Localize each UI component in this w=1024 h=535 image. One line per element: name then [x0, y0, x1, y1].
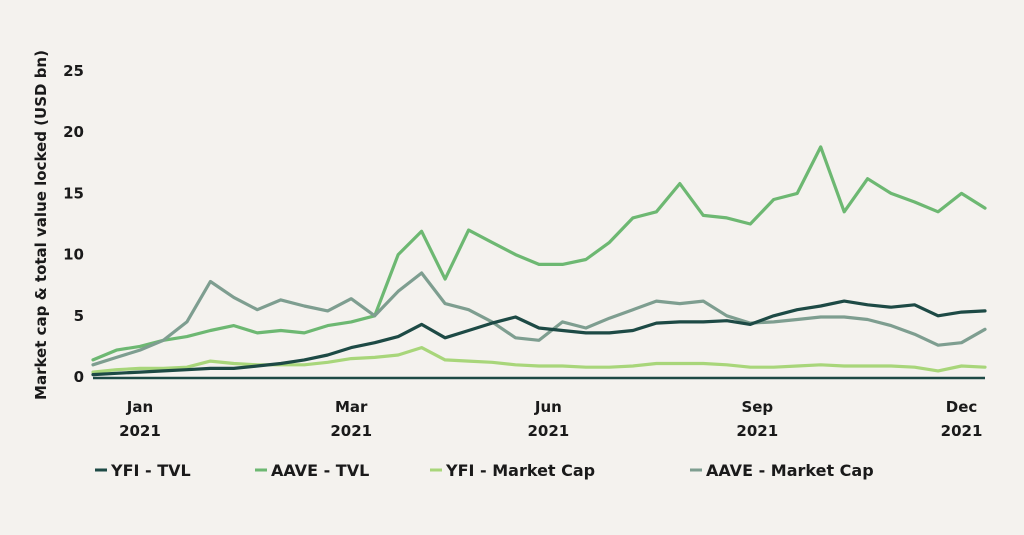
- legend-label: YFI - Market Cap: [445, 461, 595, 480]
- x-ticks: Jan 2021 Mar 2021 Jun 2021 Sep 2021 Dec 2021: [119, 398, 982, 440]
- y-ticks: 0 5 10 15 20 25: [63, 62, 84, 386]
- x-tick-label-month: Jan: [126, 398, 153, 416]
- x-tick-label-month: Jun: [534, 398, 562, 416]
- legend-label: AAVE - Market Cap: [706, 461, 874, 480]
- legend-item: YFI - Market Cap: [430, 461, 595, 480]
- y-tick-label: 10: [63, 246, 84, 264]
- y-tick-label: 0: [74, 368, 84, 386]
- legend-item: YFI - TVL: [95, 461, 191, 480]
- y-tick-label: 20: [63, 123, 84, 141]
- x-tick-label-year: 2021: [119, 422, 161, 440]
- legend-label: YFI - TVL: [110, 461, 191, 480]
- legend-item: AAVE - TVL: [255, 461, 369, 480]
- y-axis-label: Market cap & total value locked (USD bn): [32, 50, 50, 400]
- x-tick-label-year: 2021: [528, 422, 570, 440]
- x-tick-label-year: 2021: [941, 422, 983, 440]
- legend-label: AAVE - TVL: [271, 461, 369, 480]
- series-line-aave-market-cap: [91, 271, 987, 367]
- legend: YFI - TVL AAVE - TVL YFI - Market Cap AAVE …: [95, 461, 874, 480]
- y-tick-label: 25: [63, 62, 84, 80]
- series-line-yfi-tvl: [91, 299, 987, 377]
- y-tick-label: 15: [63, 184, 84, 202]
- y-tick-label: 5: [74, 307, 84, 325]
- series-line-yfi-market-cap: [91, 346, 987, 374]
- x-tick-label-month: Mar: [335, 398, 368, 416]
- x-tick-label-month: Dec: [946, 398, 978, 416]
- x-tick-label-year: 2021: [330, 422, 372, 440]
- x-tick-label-month: Sep: [741, 398, 773, 416]
- series-line-aave-tvl: [91, 145, 987, 362]
- legend-item: AAVE - Market Cap: [690, 461, 874, 480]
- series-lines: [91, 145, 987, 377]
- x-tick-label-year: 2021: [736, 422, 778, 440]
